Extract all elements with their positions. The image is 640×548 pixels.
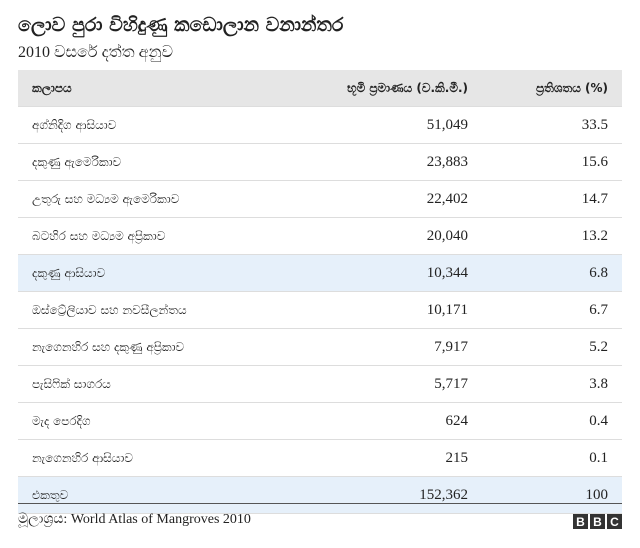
cell: 10,171 — [273, 291, 483, 329]
table-row: දකුණු ආසියාව 10,344 6.8 — [18, 254, 622, 292]
cell: 10,344 — [273, 254, 483, 292]
cell: උතුරු සහ මධ්‍යම ඇමෙරිකාව — [18, 180, 274, 218]
cell: 6.7 — [482, 291, 622, 329]
table-row: උතුරු සහ මධ්‍යම ඇමෙරිකාව 22,402 14.7 — [18, 180, 622, 218]
cell: 0.4 — [482, 402, 622, 440]
cell: 152,362 — [273, 476, 483, 514]
table-row: නැගෙනහිර ආසියාව 215 0.1 — [18, 439, 622, 477]
cell: 7,917 — [273, 328, 483, 366]
table-row: මැද පෙරදිග 624 0.4 — [18, 402, 622, 440]
cell: 20,040 — [273, 217, 483, 255]
table-row: එකතුව 152,362 100 — [18, 476, 622, 514]
cell: 33.5 — [482, 106, 622, 144]
logo-letter: B — [590, 514, 605, 529]
cell: 100 — [482, 476, 622, 514]
cell: දකුණු ආසියාව — [18, 254, 274, 292]
subtitle: 2010 වසරේ දත්ත අනුව — [18, 44, 174, 61]
cell: අග්නිදිග ආසියාව — [18, 106, 274, 144]
table: කලාපය භූමි ප්‍රමාණය (ව.කි.මී.) ප්‍රතිශතය (… — [18, 70, 622, 514]
table-row: පැසිෆික් සාගරය 5,717 3.8 — [18, 365, 622, 403]
cell: නැගෙනහිර සහ දකුණු අප්‍රිකාව — [18, 328, 274, 366]
cell: 51,049 — [273, 106, 483, 144]
column-header: කලාපය — [18, 70, 274, 107]
cell: මැද පෙරදිග — [18, 402, 274, 440]
cell: 23,883 — [273, 143, 483, 181]
table-row: නැගෙනහිර සහ දකුණු අප්‍රිකාව 7,917 5.2 — [18, 328, 622, 366]
cell: 14.7 — [482, 180, 622, 218]
title: ලොව පුරා විහිදුණු කඩොලාන වනාන්තර — [18, 14, 344, 36]
cell: 215 — [273, 439, 483, 477]
table-row: ඔස්ට්‍රේලියාව සහ නවසීලන්තය 10,171 6.7 — [18, 291, 622, 329]
cell: 624 — [273, 402, 483, 440]
cell: බටහිර සහ මධ්‍යම අප්‍රිකාව — [18, 217, 274, 255]
logo-letter: B — [573, 514, 588, 529]
cell: 6.8 — [482, 254, 622, 292]
cell: 22,402 — [273, 180, 483, 218]
column-header: ප්‍රතිශතය (%) — [482, 70, 622, 107]
cell: 5.2 — [482, 328, 622, 366]
footer-rule — [18, 503, 622, 504]
source: මූලාශ්‍රය: World Atlas of Mangroves 2010 — [18, 512, 251, 527]
header-row: කලාපය භූමි ප්‍රමාණය (ව.කි.මී.) ප්‍රතිශතය (… — [18, 70, 622, 107]
table-row: බටහිර සහ මධ්‍යම අප්‍රිකාව 20,040 13.2 — [18, 217, 622, 255]
table-row: දකුණු ඇමෙරිකාව 23,883 15.6 — [18, 143, 622, 181]
table-body: අග්නිදිග ආසියාව 51,049 33.5 දකුණු ඇමෙරිකාව 2… — [18, 106, 622, 514]
cell: 15.6 — [482, 143, 622, 181]
cell: ඔස්ට්‍රේලියාව සහ නවසීලන්තය — [18, 291, 274, 329]
cell: දකුණු ඇමෙරිකාව — [18, 143, 274, 181]
cell: එකතුව — [18, 476, 274, 514]
cell: පැසිෆික් සාගරය — [18, 365, 274, 403]
column-header: භූමි ප්‍රමාණය (ව.කි.මී.) — [273, 70, 483, 107]
cell: 3.8 — [482, 365, 622, 403]
cell: 13.2 — [482, 217, 622, 255]
cell: නැගෙනහිර ආසියාව — [18, 439, 274, 477]
logo-letter: C — [607, 514, 622, 529]
cell: 5,717 — [273, 365, 483, 403]
table-row: අග්නිදිග ආසියාව 51,049 33.5 — [18, 106, 622, 144]
cell: 0.1 — [482, 439, 622, 477]
